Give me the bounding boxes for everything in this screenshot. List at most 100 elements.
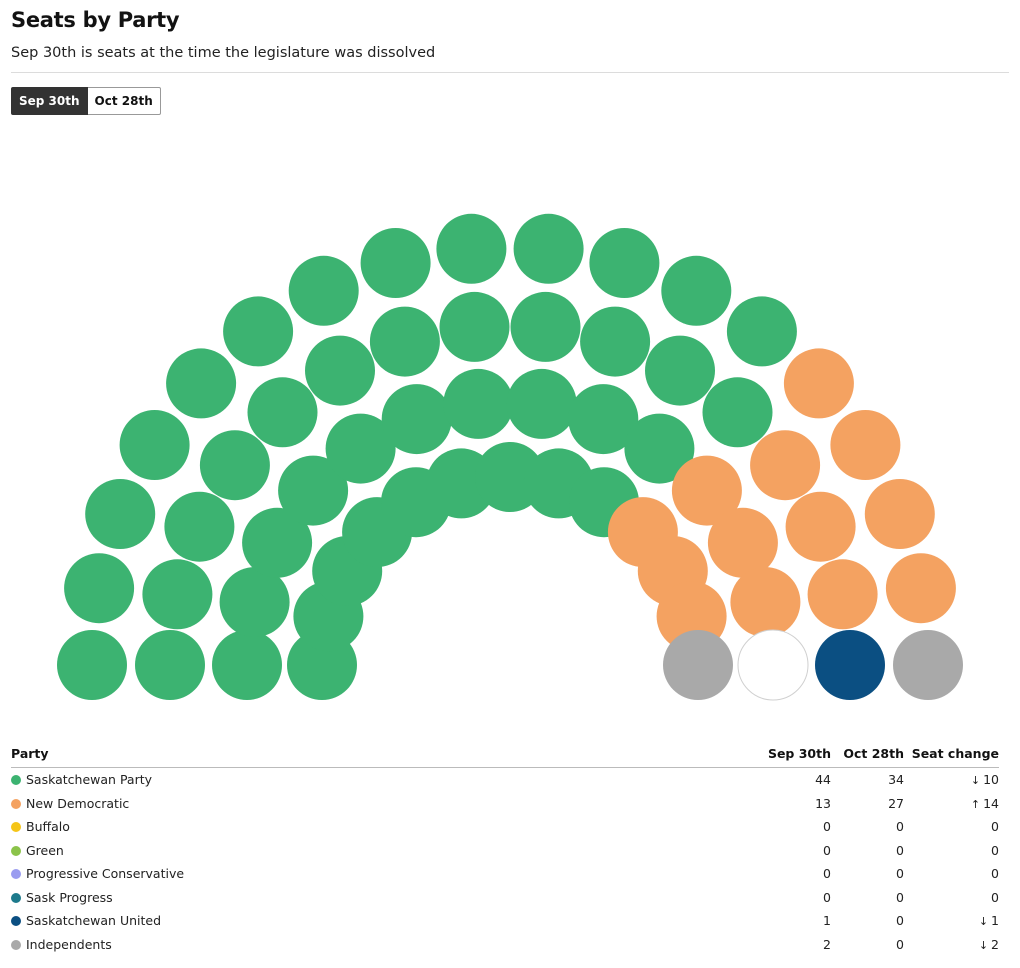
col-header-party: Party [11, 744, 751, 768]
party-color-swatch [11, 892, 21, 903]
seat-mark: Saskatchewan United [815, 630, 885, 700]
seat-mark: Saskatchewan Party [580, 306, 651, 377]
seat-mark: Saskatchewan Party [64, 553, 135, 624]
seat-mark: Saskatchewan Party [381, 384, 452, 455]
party-color-swatch [11, 869, 21, 880]
party-color-swatch [11, 775, 21, 786]
seat-mark: Independents [893, 630, 963, 700]
oct28-seats-cell: 0 [896, 936, 904, 952]
oct28-seats-cell: 0 [896, 866, 904, 882]
seat-change-value: 0 [991, 889, 999, 905]
seat-hemicycle: Saskatchewan PartySaskatchewan PartySask… [57, 213, 963, 701]
seat-change-value: 14 [983, 795, 999, 811]
seat-mark: Saskatchewan Party [57, 630, 127, 700]
seat-mark: New Democratic [783, 348, 854, 419]
party-name: New Democratic [26, 795, 130, 811]
table-row: Independents 2 0 ↓ 2 [11, 933, 999, 957]
seat-change-cell: ↓ 1 [904, 909, 999, 933]
table-row: Saskatchewan United 1 0 ↓ 1 [11, 909, 999, 933]
seat-mark: Saskatchewan Party [119, 410, 190, 480]
party-color-swatch [11, 939, 21, 950]
table-header-row: Party Sep 30th Oct 28th Seat change [11, 744, 999, 768]
party-color-swatch [11, 798, 21, 809]
seat-mark: Saskatchewan Party [242, 507, 313, 578]
sep30-seats-cell: 0 [823, 866, 831, 882]
party-color-swatch [11, 845, 21, 856]
seat-mark: Saskatchewan Party [247, 377, 318, 448]
party-name-cell: Saskatchewan United [11, 909, 751, 933]
seat-mark: Saskatchewan Party [223, 296, 294, 367]
seat-mark: Saskatchewan Party [288, 255, 359, 326]
seat-table: Party Sep 30th Oct 28th Seat change Sask… [11, 744, 999, 956]
seat-mark: New Democratic [750, 430, 821, 501]
seat-change-value: 10 [983, 772, 999, 788]
oct28-seats-cell: 34 [888, 772, 904, 788]
seat-mark: Independents [663, 630, 733, 700]
party-name-cell: Independents [11, 933, 751, 957]
seat-change-value: 0 [991, 842, 999, 858]
seat-mark: New Democratic [885, 553, 956, 624]
seat-mark: New Democratic [807, 559, 878, 630]
col-header-oct28: Oct 28th [831, 744, 904, 768]
seat-mark: Saskatchewan Party [305, 335, 375, 406]
seat-mark: Saskatchewan Party [624, 413, 695, 484]
arrow-down-icon: ↓ [978, 938, 989, 952]
arrow-down-icon: ↓ [978, 915, 989, 929]
seat-mark: Saskatchewan Party [212, 630, 282, 700]
seat-change-cell: ↓ 10 [904, 768, 999, 792]
col-header-seat-change: Seat change [904, 744, 999, 768]
seat-mark: Saskatchewan Party [278, 455, 349, 526]
seat-mark: Saskatchewan Party [568, 384, 639, 455]
seat-mark: Saskatchewan Party [164, 491, 235, 562]
seat-mark: Saskatchewan Party [135, 630, 205, 700]
vacant-seat-mark: vacant [737, 629, 809, 701]
seat-mark: Saskatchewan Party [589, 228, 660, 298]
sep30-seats-cell: 2 [823, 936, 831, 952]
seat-mark: Saskatchewan Party [661, 255, 732, 326]
seat-change-cell: 0 [904, 886, 999, 910]
seat-change-cell: ↓ 2 [904, 933, 999, 957]
table-row: Buffalo 0 0 0 [11, 815, 999, 839]
seat-mark: Saskatchewan Party [436, 213, 507, 284]
seat-mark: Saskatchewan Party [360, 228, 431, 298]
seat-change-cell: 0 [904, 815, 999, 839]
seat-mark: Saskatchewan Party [85, 479, 156, 549]
seat-mark: Saskatchewan Party [443, 368, 514, 439]
seat-mark: New Democratic [785, 491, 856, 562]
seat-change-cell: 0 [904, 862, 999, 886]
seat-change-cell: 0 [904, 839, 999, 863]
oct28-seats-cell: 0 [896, 819, 904, 835]
arrow-up-icon: ↑ [970, 797, 981, 811]
sep30-seats-cell: 0 [823, 889, 831, 905]
seat-mark: Saskatchewan Party [166, 348, 237, 419]
party-color-swatch [11, 822, 21, 833]
seat-mark: New Democratic [864, 479, 935, 549]
seat-mark: Saskatchewan Party [702, 377, 773, 448]
toggle-sep30-button[interactable]: Sep 30th [11, 87, 88, 115]
party-name-cell: Progressive Conservative [11, 862, 751, 886]
party-name-cell: Saskatchewan Party [11, 768, 751, 792]
party-name: Buffalo [26, 819, 70, 835]
sep30-seats-cell: 1 [823, 913, 831, 929]
table-row: New Democratic 13 27 ↑ 14 [11, 792, 999, 816]
seat-mark: New Democratic [671, 455, 742, 526]
oct28-seats-cell: 0 [896, 842, 904, 858]
sep30-seats-cell: 44 [815, 772, 831, 788]
oct28-seats-cell: 0 [896, 913, 904, 929]
party-name-cell: New Democratic [11, 792, 751, 816]
party-name: Sask Progress [26, 889, 113, 905]
oct28-seats-cell: 0 [896, 889, 904, 905]
seat-mark: New Democratic [707, 507, 778, 578]
table-row: Sask Progress 0 0 0 [11, 886, 999, 910]
seat-mark: Saskatchewan Party [726, 296, 797, 367]
party-name: Green [26, 842, 64, 858]
seat-change-value: 0 [991, 819, 999, 835]
seat-mark: Saskatchewan Party [219, 567, 290, 638]
toggle-oct28-button[interactable]: Oct 28th [87, 87, 161, 115]
seat-mark: New Democratic [830, 410, 901, 480]
col-header-sep30: Sep 30th [751, 744, 831, 768]
table-row: Progressive Conservative 0 0 0 [11, 862, 999, 886]
seat-change-value: 2 [991, 936, 999, 952]
party-name-cell: Sask Progress [11, 886, 751, 910]
header-divider [11, 72, 1009, 73]
